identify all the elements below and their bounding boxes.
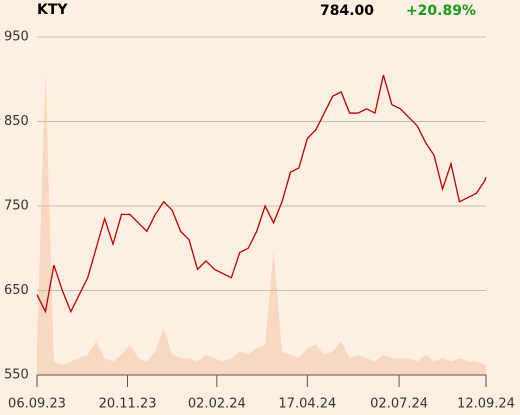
x-tick-label: 02.02.24 (188, 397, 246, 412)
price-line (36, 74, 487, 314)
y-tick-label: 850 (4, 114, 29, 129)
y-tick-label: 650 (4, 283, 29, 298)
symbol: KTY (37, 2, 68, 18)
change: +20.89% (406, 3, 476, 19)
y-tick-label: 950 (4, 30, 29, 45)
x-tick-label: 17.04.24 (278, 397, 336, 412)
price: 784.00 (320, 3, 374, 19)
x-tick-label: 02.07.24 (370, 397, 428, 412)
x-tick-label: 20.11.23 (99, 397, 157, 412)
x-tick-label: 06.09.23 (8, 397, 66, 412)
x-tick-label: 12.09.24 (457, 397, 515, 412)
y-tick-label: 550 (4, 368, 29, 383)
y-tick-label: 750 (4, 199, 29, 214)
